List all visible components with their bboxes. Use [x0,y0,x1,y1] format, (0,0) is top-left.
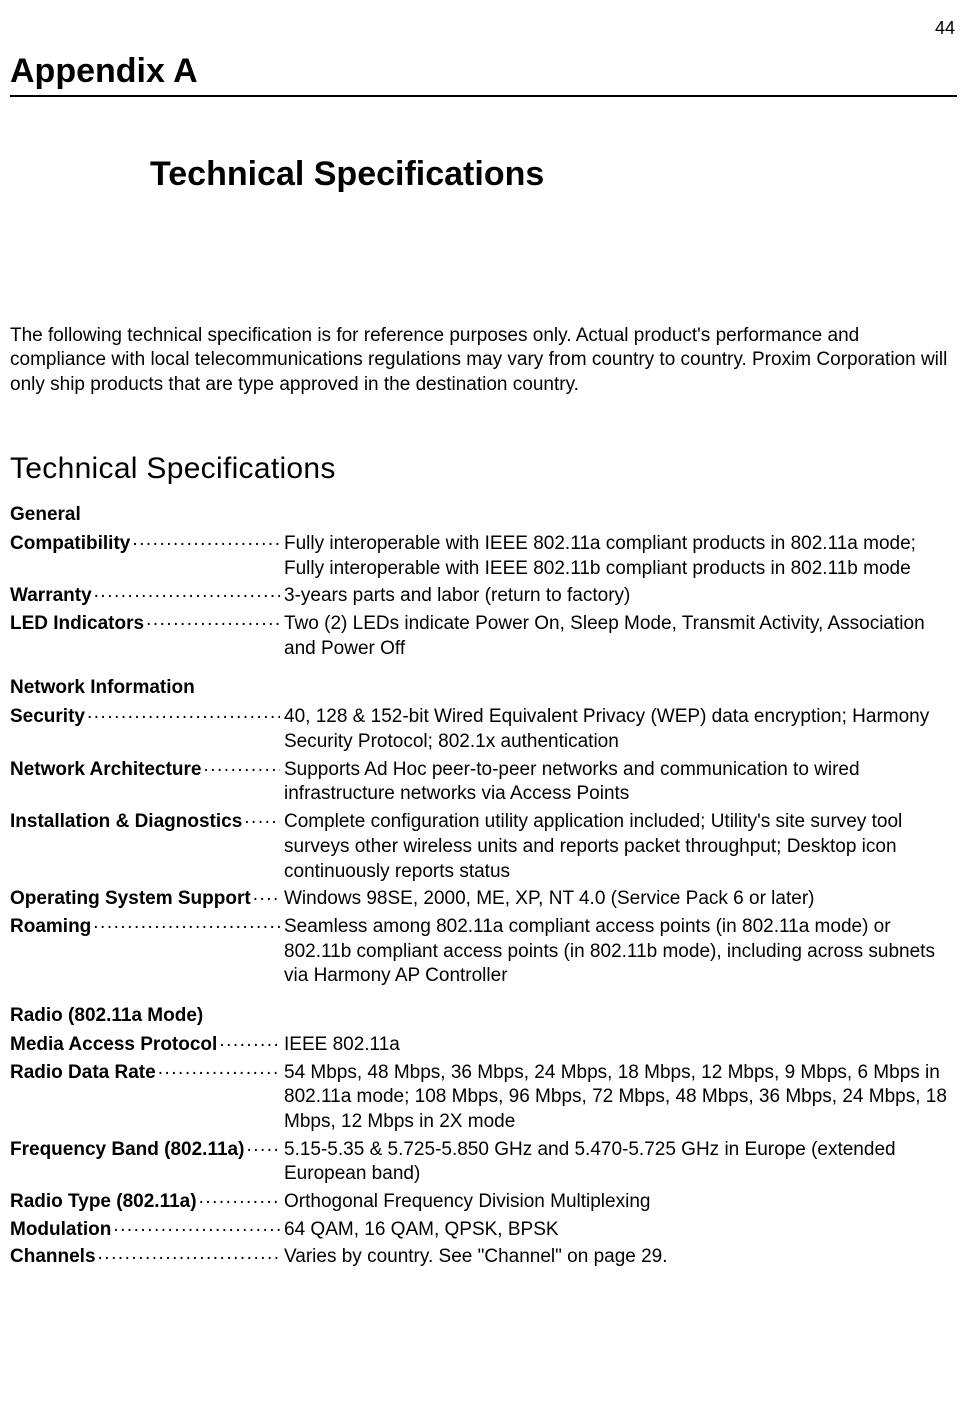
spec-label: Media Access Protocol [10,1033,217,1058]
spec-label-col: Media Access Protocol [10,1033,280,1058]
group-heading: Network Information [10,677,957,699]
spec-label: Operating System Support [10,887,251,912]
leader-dots [130,532,280,555]
spec-row: Roaming Seamless among 802.11a compliant … [10,915,957,989]
spec-label-col: Security [10,705,280,730]
leader-dots [91,915,280,938]
spec-value: Varies by country. See "Channel" on page… [280,1245,957,1270]
spec-label: Frequency Band (802.11a) [10,1138,244,1163]
spec-value: 5.15-5.35 & 5.725-5.850 GHz and 5.470-5.… [280,1138,957,1187]
spec-value: 40, 128 & 152-bit Wired Equivalent Priva… [280,705,957,754]
leader-dots [85,705,280,728]
spec-label-col: Compatibility [10,532,280,557]
spec-value: Two (2) LEDs indicate Power On, Sleep Mo… [280,612,957,661]
spec-value: Supports Ad Hoc peer-to-peer networks an… [280,758,957,807]
spec-value: 64 QAM, 16 QAM, QPSK, BPSK [280,1218,957,1243]
spec-label: Installation & Diagnostics [10,810,242,835]
spec-value: IEEE 802.11a [280,1033,957,1058]
spec-label: Channels [10,1245,96,1270]
spec-row: Radio Data Rate 54 Mbps, 48 Mbps, 36 Mbps… [10,1061,957,1135]
spec-label-col: Radio Data Rate [10,1061,280,1086]
leader-dots [201,758,280,781]
leader-dots [242,810,280,833]
spec-row: Compatibility Fully interoperable with IE… [10,532,957,581]
leader-dots [96,1245,280,1268]
leader-dots [111,1218,280,1241]
spec-value: Fully interoperable with IEEE 802.11a co… [280,532,957,581]
spec-row: Frequency Band (802.11a) 5.15-5.35 & 5.72… [10,1138,957,1187]
leader-dots [244,1138,280,1161]
spec-label-col: Frequency Band (802.11a) [10,1138,280,1163]
leader-dots [144,612,280,635]
spec-label-col: Operating System Support [10,887,280,912]
spec-row: Radio Type (802.11a) Orthogonal Frequency… [10,1190,957,1215]
spec-value: 54 Mbps, 48 Mbps, 36 Mbps, 24 Mbps, 18 M… [280,1061,957,1135]
spec-row: Modulation 64 QAM, 16 QAM, QPSK, BPSK [10,1218,957,1243]
spec-label: Roaming [10,915,91,940]
appendix-title: Appendix A [10,52,957,91]
spec-groups: General Compatibility Fully interoperable … [10,504,957,1270]
spec-row: Installation & Diagnostics Complete confi… [10,810,957,884]
spec-label: Modulation [10,1218,111,1243]
intro-paragraph: The following technical specification is… [10,324,957,397]
spec-label: Compatibility [10,532,130,557]
spec-row: Channels Varies by country. See "Channel"… [10,1245,957,1270]
group-heading: Radio (802.11a Mode) [10,1005,957,1027]
spec-label-col: Radio Type (802.11a) [10,1190,280,1215]
spec-label-col: Installation & Diagnostics [10,810,280,835]
page-title: Technical Specifications [150,155,957,194]
spec-label: Radio Type (802.11a) [10,1190,197,1215]
spec-label-col: Network Architecture [10,758,280,783]
spec-value: Seamless among 802.11a compliant access … [280,915,957,989]
leader-dots [197,1190,280,1213]
spec-row: Network Architecture Supports Ad Hoc peer… [10,758,957,807]
spec-row: Media Access Protocol IEEE 802.11a [10,1033,957,1058]
spec-label: Security [10,705,85,730]
section-heading: Technical Specifications [10,452,957,486]
spec-label-col: Warranty [10,584,280,609]
spec-label: Radio Data Rate [10,1061,156,1086]
leader-dots [92,584,280,607]
leader-dots [251,887,280,910]
spec-label-col: Roaming [10,915,280,940]
spec-label-col: Channels [10,1245,280,1270]
spec-row: LED Indicators Two (2) LEDs indicate Powe… [10,612,957,661]
spec-label: Network Architecture [10,758,201,783]
spec-value: Orthogonal Frequency Division Multiplexi… [280,1190,957,1215]
spec-value: Complete configuration utility applicati… [280,810,957,884]
leader-dots [217,1033,280,1056]
spec-row: Warranty 3-years parts and labor (return … [10,584,957,609]
spec-label: Warranty [10,584,92,609]
title-rule [10,95,957,97]
spec-label: LED Indicators [10,612,144,637]
spec-label-col: LED Indicators [10,612,280,637]
spec-label-col: Modulation [10,1218,280,1243]
spec-value: Windows 98SE, 2000, ME, XP, NT 4.0 (Serv… [280,887,957,912]
spec-row: Security 40, 128 & 152-bit Wired Equivale… [10,705,957,754]
spec-row: Operating System Support Windows 98SE, 20… [10,887,957,912]
page-number: 44 [935,18,955,39]
leader-dots [156,1061,280,1084]
spec-value: 3-years parts and labor (return to facto… [280,584,957,609]
group-heading: General [10,504,957,526]
